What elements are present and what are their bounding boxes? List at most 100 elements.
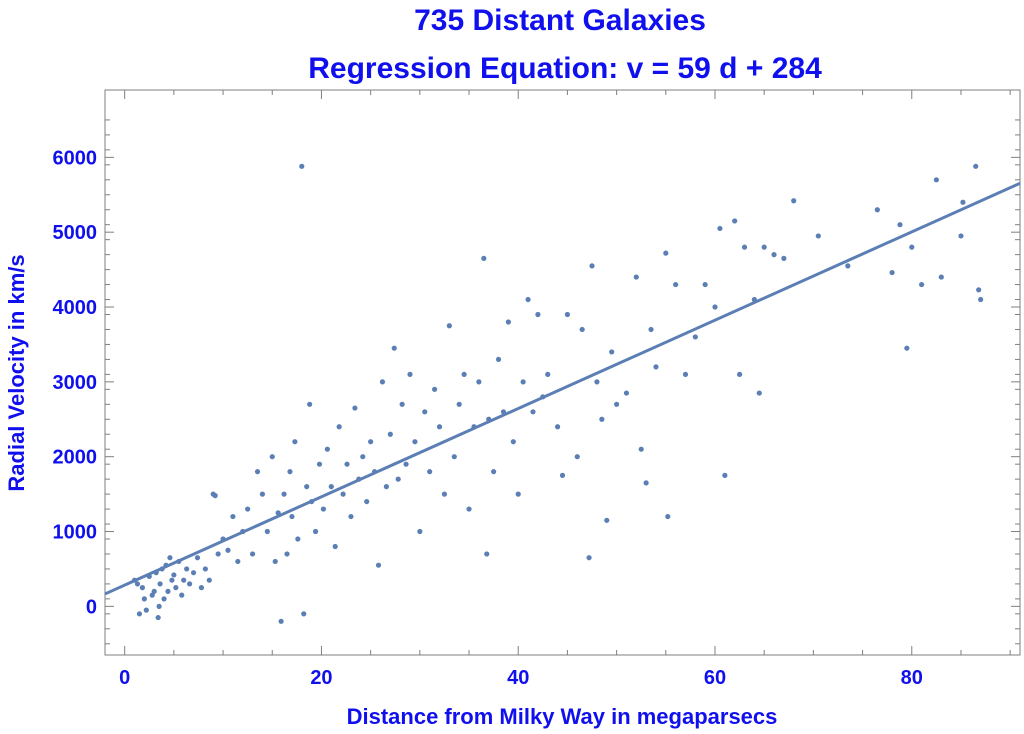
data-point: [136, 611, 143, 617]
data-point: [187, 581, 193, 587]
x-tick-label: 40: [507, 667, 529, 689]
data-point: [781, 255, 787, 261]
data-point: [692, 334, 698, 340]
data-point: [215, 551, 221, 557]
data-point: [235, 558, 241, 565]
data-point: [391, 345, 397, 351]
data-point: [427, 469, 433, 475]
y-tick-label: 1000: [53, 522, 98, 544]
data-point: [761, 244, 767, 250]
data-point: [269, 454, 275, 460]
data-point: [284, 551, 290, 557]
y-tick-label: 3000: [53, 372, 98, 394]
regression-line: [104, 181, 1021, 596]
data-point: [614, 401, 620, 407]
data-point: [643, 480, 649, 486]
data-point: [181, 577, 187, 583]
data-point: [973, 163, 979, 169]
chart-title: 735 Distant Galaxies: [414, 4, 706, 37]
data-point: [653, 364, 659, 370]
data-point: [375, 562, 382, 568]
data-point: [360, 454, 366, 460]
data-point: [574, 454, 580, 460]
data-point: [336, 424, 342, 430]
data-point: [559, 472, 566, 478]
data-point: [712, 304, 718, 310]
data-point: [491, 469, 497, 475]
data-point: [732, 218, 738, 224]
data-point: [328, 484, 334, 490]
data-point: [484, 551, 490, 557]
data-point: [249, 551, 256, 557]
x-tick-label: 20: [310, 667, 332, 689]
data-point: [134, 581, 141, 587]
data-point: [960, 199, 966, 205]
data-point: [264, 528, 270, 535]
data-point: [316, 461, 323, 467]
data-point: [320, 506, 327, 512]
data-point: [771, 252, 777, 258]
data-point: [295, 536, 301, 542]
data-point: [446, 323, 452, 329]
data-point: [299, 163, 305, 169]
data-point: [212, 493, 218, 499]
data-point: [815, 233, 821, 239]
data-point: [307, 401, 313, 407]
data-point: [281, 491, 287, 497]
regression-line-group: [104, 181, 1021, 596]
data-point: [340, 491, 346, 497]
data-point: [722, 472, 728, 478]
data-point: [845, 263, 851, 269]
data-point: [648, 326, 654, 333]
data-point: [395, 476, 401, 482]
data-point: [151, 588, 157, 594]
data-point: [139, 585, 145, 591]
data-point: [179, 592, 185, 598]
data-point: [535, 311, 541, 318]
data-point: [383, 484, 389, 490]
y-tick-label: 0: [86, 596, 97, 618]
data-point: [417, 528, 423, 535]
data-point: [289, 513, 295, 520]
data-point: [545, 371, 551, 377]
data-points: [131, 163, 984, 624]
data-point: [202, 566, 208, 572]
data-point: [609, 349, 615, 355]
data-point: [594, 379, 600, 385]
chart-subtitle: Regression Equation: v = 59 d + 284: [308, 52, 822, 85]
data-point: [466, 506, 472, 512]
data-point: [169, 577, 175, 583]
data-point: [190, 570, 197, 576]
data-point: [324, 446, 330, 452]
data-point: [791, 198, 797, 204]
data-point: [638, 446, 644, 452]
data-point: [436, 424, 443, 430]
data-point: [364, 498, 370, 505]
data-point: [254, 469, 261, 475]
data-point: [194, 555, 201, 561]
data-point: [198, 585, 205, 591]
data-point: [206, 577, 212, 583]
plot-border: [104, 89, 1021, 656]
data-point: [604, 517, 610, 523]
data-point: [633, 274, 639, 280]
data-point: [230, 513, 236, 520]
data-point: [663, 250, 669, 256]
data-point: [368, 439, 374, 445]
data-point: [344, 461, 350, 467]
data-point: [245, 506, 251, 512]
data-point: [909, 244, 915, 250]
data-point: [741, 244, 748, 250]
y-tick-label: 5000: [53, 222, 98, 244]
data-point: [171, 572, 177, 578]
data-point: [481, 255, 487, 261]
data-point: [141, 596, 147, 602]
data-point: [530, 409, 536, 415]
data-point: [505, 319, 511, 325]
data-point: [461, 371, 467, 377]
data-point: [165, 588, 171, 594]
data-point: [889, 269, 895, 276]
data-point: [702, 281, 708, 288]
data-point: [387, 431, 393, 437]
data-point: [379, 379, 386, 385]
